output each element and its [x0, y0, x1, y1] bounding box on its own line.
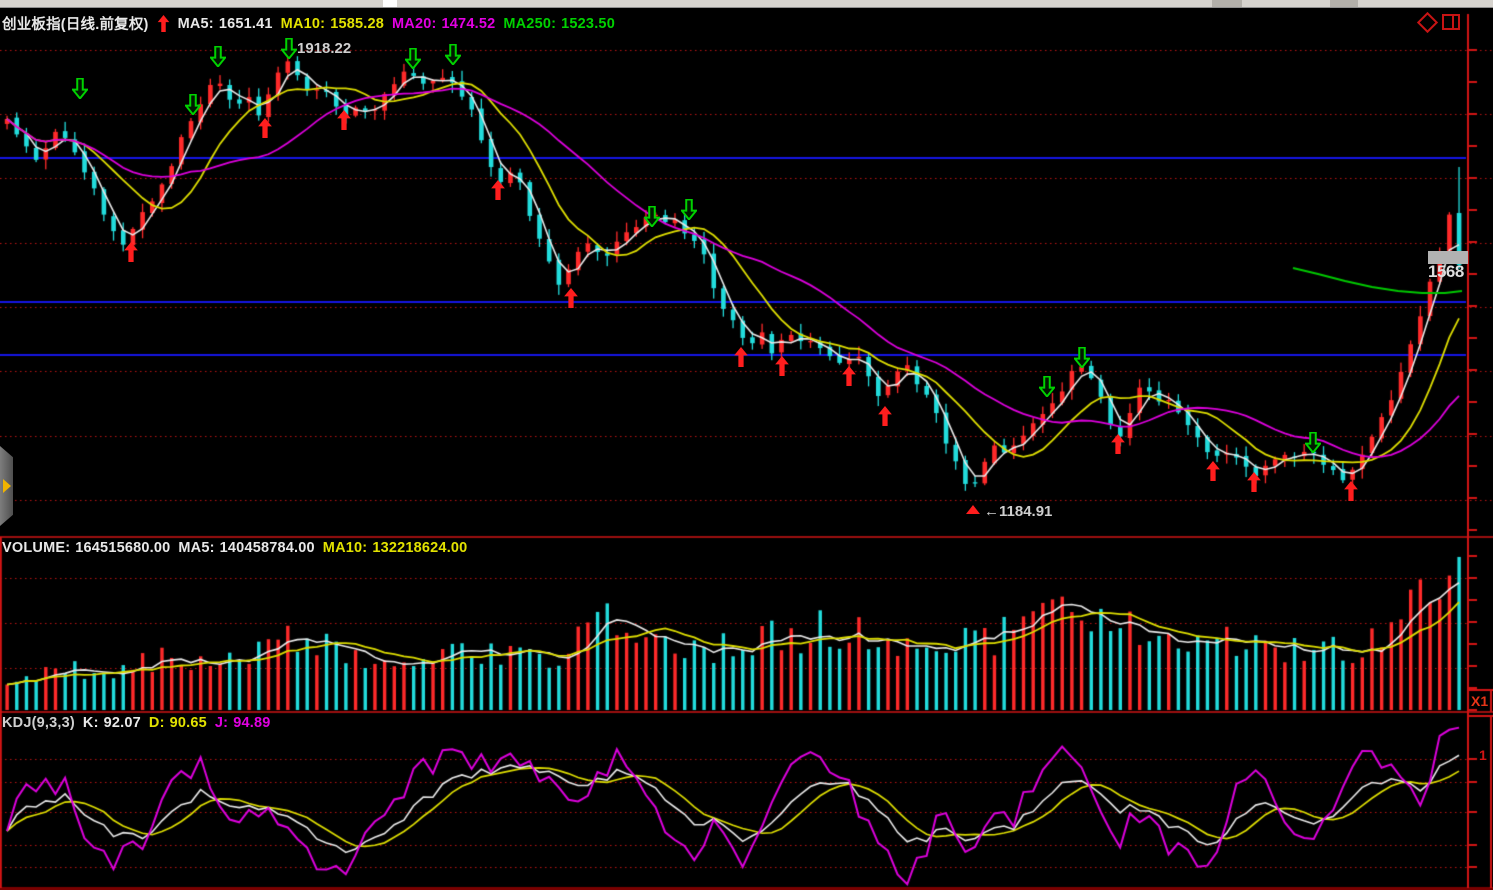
main-chart-header: 创业板指(日线.前复权) MA5: 1651.41 MA10: 1585.28 MA…	[2, 13, 615, 34]
volume-value: 164515680.00	[75, 540, 171, 556]
kdj-d-label: D:	[148, 715, 165, 731]
sell-signal-icon	[183, 93, 203, 117]
high-price-label: 1918.22	[297, 40, 352, 57]
sell-signal-icon	[70, 77, 90, 101]
buy-signal-icon	[336, 110, 352, 130]
ma10-value: 1585.28	[330, 15, 385, 32]
ma10-label: MA10:	[280, 15, 326, 32]
ma20-label: MA20:	[392, 15, 437, 32]
buy-signal-icon	[563, 288, 579, 308]
sidebar-expand-handle[interactable]	[0, 446, 13, 526]
diamond-marker-icon[interactable]	[1416, 11, 1439, 33]
volume-title: VOLUME:	[2, 540, 71, 556]
low-point-marker	[966, 505, 980, 514]
ma5-value: 1651.41	[218, 15, 273, 32]
ma250-label: MA250:	[503, 15, 557, 32]
sell-signal-icon	[1072, 346, 1092, 370]
sell-signal-icon	[1037, 375, 1057, 399]
buy-signal-icon	[1343, 481, 1359, 501]
sell-signal-icon	[443, 43, 463, 67]
last-price-tag-box	[1428, 251, 1468, 264]
sell-signal-icon	[403, 47, 423, 71]
chart-corner-tools	[1416, 11, 1460, 33]
low-price-label: ←1184.91	[984, 503, 1053, 520]
vol-ma10-value: 132218624.00	[372, 540, 468, 556]
split-window-icon[interactable]	[1442, 14, 1460, 30]
buy-signal-icon	[1205, 461, 1221, 481]
kdj-k-value: 92.07	[103, 715, 141, 731]
sell-signal-icon	[208, 45, 228, 69]
sell-signal-icon	[1303, 431, 1323, 455]
ma250-value: 1523.50	[561, 15, 615, 32]
sell-signal-icon	[642, 205, 662, 229]
kdj-d-value: 90.65	[169, 715, 207, 731]
ma20-value: 1474.52	[441, 15, 496, 32]
buy-signal-icon	[774, 356, 790, 376]
buy-signal-icon	[877, 406, 893, 426]
vol-ma5-label: MA5:	[178, 540, 215, 556]
ma5-label: MA5:	[177, 15, 214, 32]
sell-signal-icon	[679, 198, 699, 222]
expand-arrow-icon	[3, 479, 11, 493]
trend-up-icon	[157, 15, 170, 32]
x-scale-indicator[interactable]: X1	[1471, 693, 1489, 709]
kdj-k-label: K:	[82, 715, 99, 731]
kdj-panel-header: KDJ(9,3,3) K: 92.07 D: 90.65 J: 94.89	[2, 715, 271, 731]
left-arrow-glyph: ←	[984, 503, 999, 520]
buy-signal-icon	[841, 366, 857, 386]
last-price-label: 1568	[1428, 262, 1464, 281]
kdj-axis-top-label: 1	[1479, 747, 1487, 763]
kdj-j-label: J:	[214, 715, 229, 731]
buy-signal-icon	[257, 118, 273, 138]
buy-signal-icon	[490, 180, 506, 200]
buy-signal-icon	[1246, 472, 1262, 492]
sell-signal-icon	[279, 37, 299, 61]
kdj-j-value: 94.89	[233, 715, 271, 731]
buy-signal-icon	[1110, 434, 1126, 454]
vol-ma5-value: 140458784.00	[219, 540, 315, 556]
buy-signal-icon	[733, 347, 749, 367]
symbol-title: 创业板指(日线.前复权)	[2, 17, 149, 33]
vol-ma10-label: MA10:	[322, 540, 368, 556]
kdj-title: KDJ(9,3,3)	[2, 715, 75, 731]
buy-signal-icon	[123, 242, 139, 262]
volume-panel-header: VOLUME: 164515680.00 MA5: 140458784.00 MA1…	[2, 540, 467, 556]
